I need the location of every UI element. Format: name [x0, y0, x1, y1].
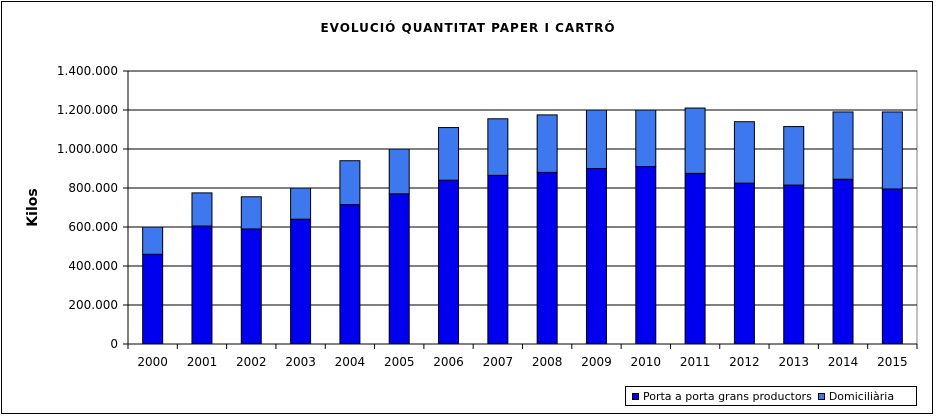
bar-porta-a-porta — [487, 174, 509, 345]
x-tick-label: 2001 — [187, 355, 218, 369]
x-tick-label: 2015 — [877, 355, 908, 369]
bar-porta-a-porta — [684, 172, 706, 345]
x-tick-label: 2009 — [581, 355, 612, 369]
y-tick-label: 1.200.000 — [57, 103, 118, 117]
y-tick-label: 400.000 — [68, 259, 118, 273]
bar-porta-a-porta — [832, 178, 854, 345]
legend-swatch — [632, 392, 639, 400]
y-tick-label: 0 — [110, 337, 118, 351]
y-tick-label: 1.400.000 — [57, 64, 118, 78]
x-tick-label: 2008 — [532, 355, 563, 369]
bars — [142, 107, 903, 345]
bar-porta-a-porta — [881, 188, 903, 345]
bar-porta-a-porta — [290, 218, 312, 345]
legend-label: Domiciliària — [828, 389, 895, 403]
bar-domiciliaria — [684, 107, 706, 174]
bar-porta-a-porta — [585, 168, 607, 345]
y-tick-label: 200.000 — [68, 298, 118, 312]
bar-porta-a-porta — [635, 166, 657, 345]
x-tick-label: 2014 — [828, 355, 859, 369]
bar-domiciliaria — [536, 114, 558, 173]
bar-domiciliaria — [487, 118, 509, 176]
bar-porta-a-porta — [191, 225, 213, 345]
bar-domiciliaria — [783, 126, 805, 186]
y-tick-label: 1.000.000 — [57, 142, 118, 156]
legend-item-series-2: Domiciliària — [817, 389, 895, 403]
legend: Porta a porta grans productors Domicilià… — [625, 386, 917, 406]
bar-domiciliaria — [388, 148, 410, 195]
x-tick-label: 2005 — [384, 355, 415, 369]
bar-domiciliaria — [881, 111, 903, 190]
bar-domiciliaria — [339, 160, 361, 206]
bar-porta-a-porta — [733, 182, 755, 345]
y-tick-label: 800.000 — [68, 181, 118, 195]
x-tick-label: 2002 — [236, 355, 267, 369]
bar-porta-a-porta — [240, 228, 262, 345]
x-tick-label: 2013 — [778, 355, 809, 369]
bar-domiciliaria — [142, 226, 164, 255]
bar-domiciliaria — [635, 109, 657, 168]
bar-domiciliaria — [240, 196, 262, 230]
axes: 0 200.000 400.000 600.000 800.000 1.000.000 1.… — [57, 64, 918, 369]
x-tick-label: 2010 — [631, 355, 662, 369]
bar-domiciliaria — [290, 187, 312, 220]
x-tick-label: 2012 — [729, 355, 760, 369]
chart-title: EVOLUCIÓ QUANTITAT PAPER I CARTRÓ — [320, 21, 616, 35]
bar-porta-a-porta — [142, 253, 164, 345]
y-tick-label: 600.000 — [68, 220, 118, 234]
bar-porta-a-porta — [438, 179, 460, 345]
bar-porta-a-porta — [783, 184, 805, 345]
bar-domiciliaria — [832, 111, 854, 180]
y-axis-title: Kilos — [25, 188, 41, 226]
x-tick-label: 2007 — [483, 355, 514, 369]
legend-swatch — [817, 392, 825, 400]
bar-porta-a-porta — [339, 204, 361, 345]
bar-domiciliaria — [191, 192, 213, 227]
x-tick-label: 2000 — [137, 355, 168, 369]
legend-item-series-1: Porta a porta grans productors — [632, 390, 812, 403]
x-tick-label: 2004 — [335, 355, 366, 369]
x-tick-label: 2011 — [680, 355, 711, 369]
bar-porta-a-porta — [388, 193, 410, 345]
bar-domiciliaria — [438, 127, 460, 181]
legend-label: Porta a porta grans productors — [643, 389, 812, 403]
x-tick-label: 2006 — [433, 355, 464, 369]
bar-domiciliaria — [585, 109, 607, 169]
bar-domiciliaria — [733, 121, 755, 184]
x-tick-label: 2003 — [285, 355, 316, 369]
bar-porta-a-porta — [536, 171, 558, 345]
